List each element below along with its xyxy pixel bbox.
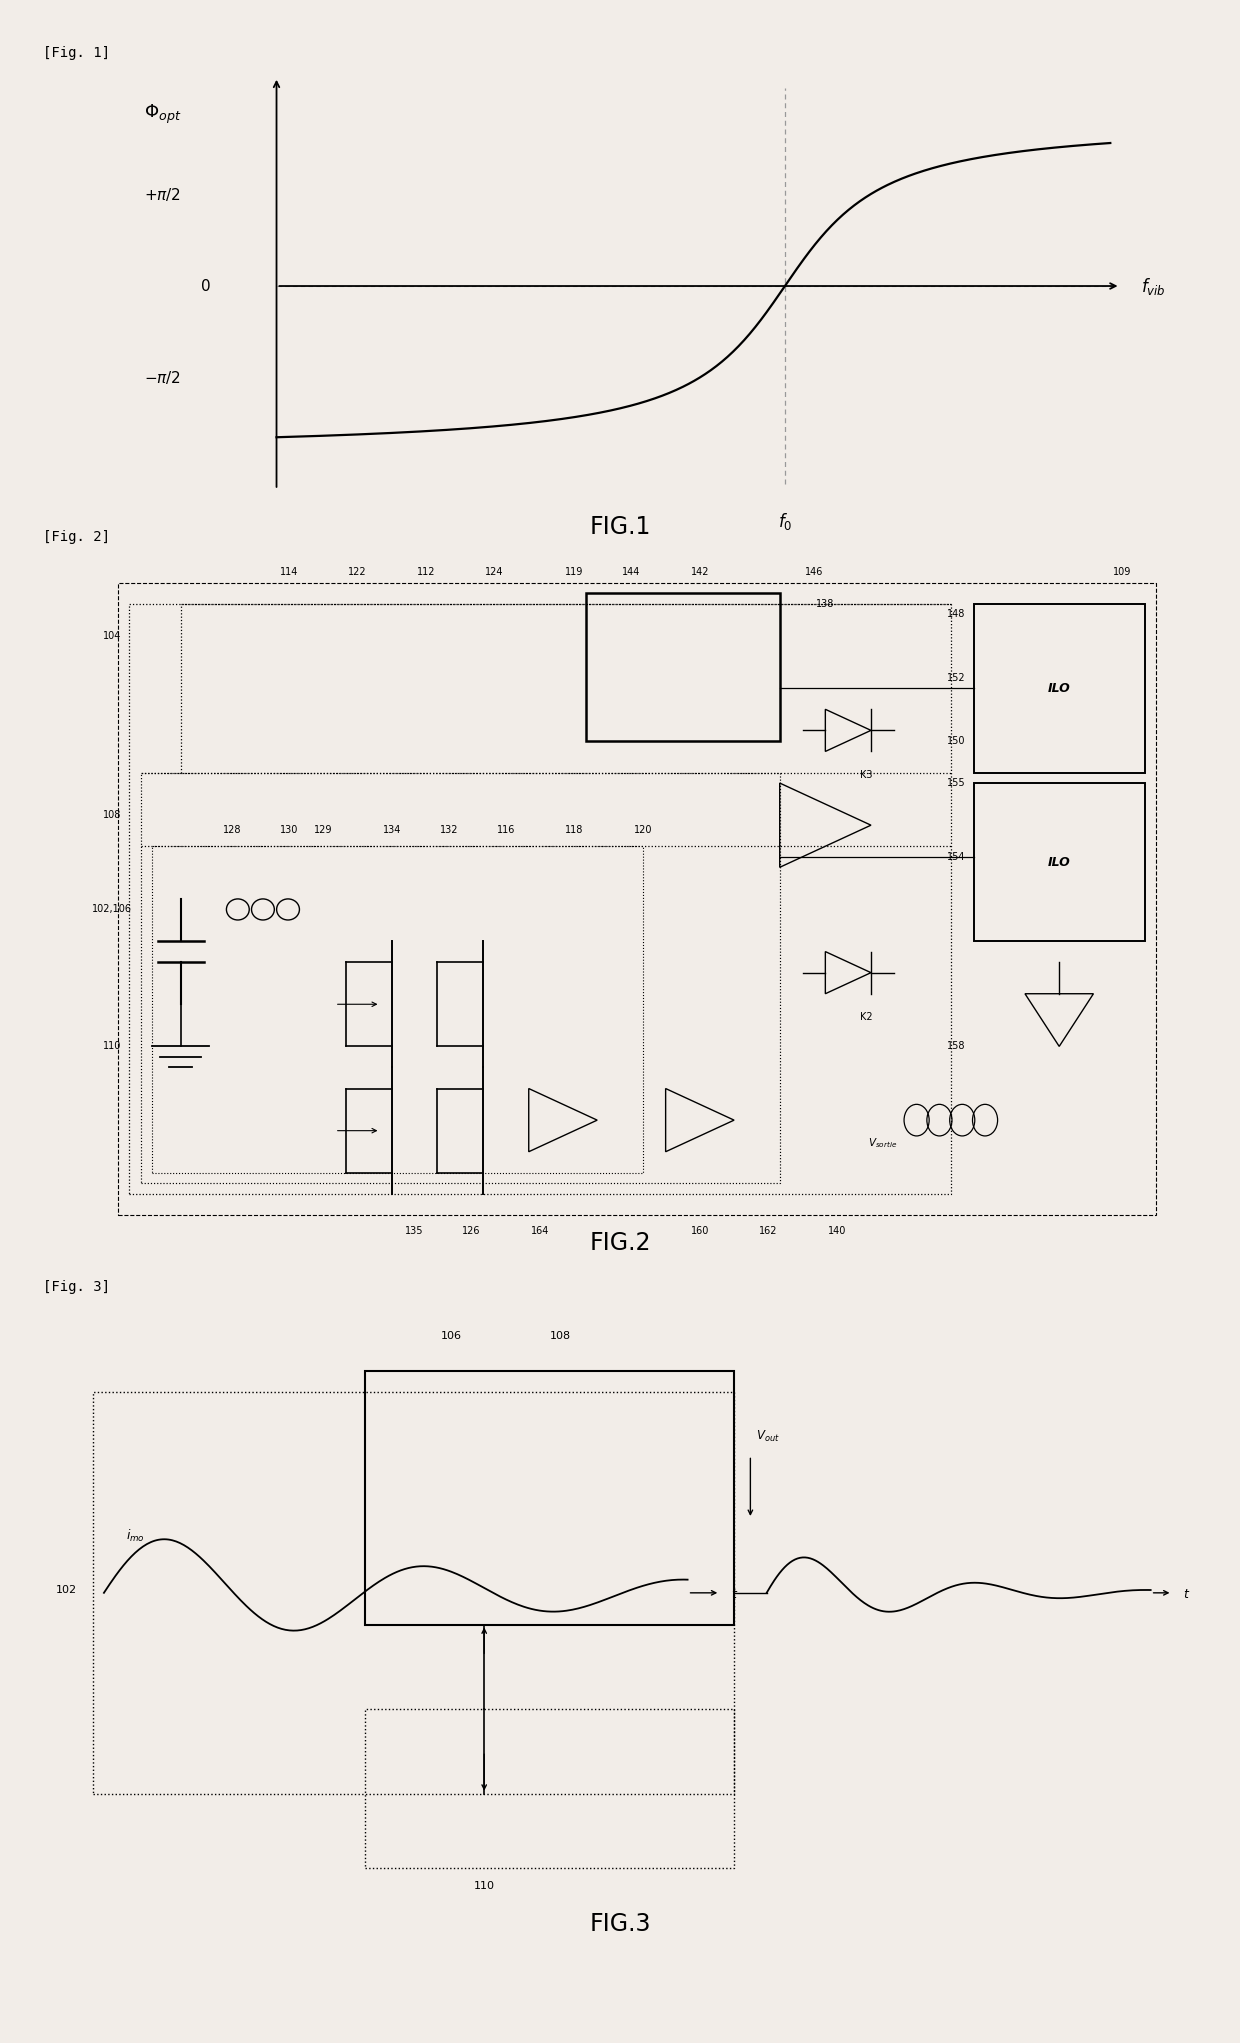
Text: 102,106: 102,106 <box>92 905 133 915</box>
Text: 162: 162 <box>759 1226 777 1236</box>
Text: $V_{out}$: $V_{out}$ <box>756 1428 780 1444</box>
Text: 126: 126 <box>463 1226 481 1236</box>
Text: 135: 135 <box>405 1226 424 1236</box>
Text: 114: 114 <box>280 568 299 578</box>
Text: 116: 116 <box>497 825 515 836</box>
Text: 110: 110 <box>103 1042 122 1052</box>
Text: $V_{sortie}$: $V_{sortie}$ <box>868 1136 897 1150</box>
Text: [Fig. 3]: [Fig. 3] <box>43 1281 110 1293</box>
Text: 146: 146 <box>805 568 823 578</box>
Text: K2: K2 <box>859 1011 872 1022</box>
Text: 134: 134 <box>383 825 401 836</box>
Text: 138: 138 <box>816 599 835 609</box>
Text: 106: 106 <box>441 1332 463 1340</box>
Text: FIG.2: FIG.2 <box>589 1232 651 1254</box>
Text: $f_0$: $f_0$ <box>777 511 792 533</box>
Text: 108: 108 <box>103 809 122 819</box>
Text: 124: 124 <box>485 568 503 578</box>
Text: 129: 129 <box>314 825 332 836</box>
Text: ILO: ILO <box>1048 682 1070 695</box>
Text: 150: 150 <box>947 735 966 746</box>
Text: t: t <box>1183 1587 1188 1602</box>
Text: $-\pi/2$: $-\pi/2$ <box>144 368 181 386</box>
Text: 142: 142 <box>691 568 709 578</box>
Text: t: t <box>732 1587 735 1602</box>
Text: 104: 104 <box>103 631 122 642</box>
Text: 132: 132 <box>440 825 458 836</box>
Text: [Fig. 2]: [Fig. 2] <box>43 531 110 543</box>
Text: FIG.1: FIG.1 <box>589 515 651 539</box>
Text: 144: 144 <box>622 568 641 578</box>
Text: 110: 110 <box>474 1882 495 1890</box>
Text: 122: 122 <box>348 568 367 578</box>
Text: 164: 164 <box>531 1226 549 1236</box>
Text: 152: 152 <box>947 672 966 682</box>
Text: 118: 118 <box>565 825 584 836</box>
Text: FIG.3: FIG.3 <box>589 1912 651 1935</box>
Text: $i_{mo}$: $i_{mo}$ <box>125 1528 145 1545</box>
Text: 120: 120 <box>634 825 652 836</box>
Text: 160: 160 <box>691 1226 709 1236</box>
Text: $0$: $0$ <box>200 278 211 294</box>
Text: 109: 109 <box>1112 568 1131 578</box>
Text: [Fig. 1]: [Fig. 1] <box>43 47 110 59</box>
Text: 140: 140 <box>827 1226 846 1236</box>
Text: 154: 154 <box>947 852 966 862</box>
Text: 130: 130 <box>280 825 299 836</box>
Text: 119: 119 <box>565 568 584 578</box>
Text: 108: 108 <box>549 1332 570 1340</box>
Text: 102: 102 <box>56 1585 77 1596</box>
Text: 158: 158 <box>947 1042 966 1052</box>
Text: 155: 155 <box>947 778 966 789</box>
Text: ILO: ILO <box>1048 856 1070 868</box>
Text: $\Phi_{opt}$: $\Phi_{opt}$ <box>144 102 182 127</box>
Text: 112: 112 <box>417 568 435 578</box>
Text: 128: 128 <box>223 825 242 836</box>
Text: 148: 148 <box>947 609 966 619</box>
Text: $+\pi/2$: $+\pi/2$ <box>144 186 181 204</box>
Text: K3: K3 <box>859 770 872 780</box>
Text: $f_{vib}$: $f_{vib}$ <box>1141 276 1166 296</box>
